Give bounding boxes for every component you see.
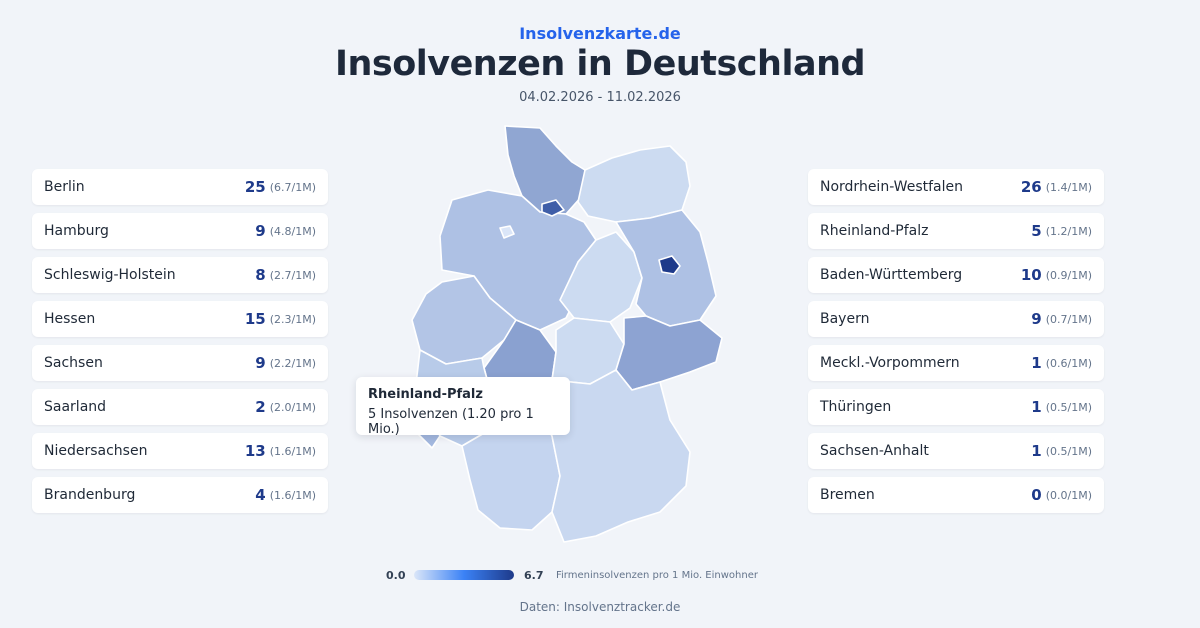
state-row-bayern[interactable]: Bayern 9 (0.7/1M) [808, 301, 1104, 337]
state-row-hessen[interactable]: Hessen 15 (2.3/1M) [32, 301, 328, 337]
state-rate: (2.2/1M) [269, 356, 316, 370]
state-rate: (2.7/1M) [269, 268, 316, 282]
state-row-sachsen[interactable]: Sachsen 9 (2.2/1M) [32, 345, 328, 381]
state-count: 5 [1031, 222, 1042, 240]
state-count: 1 [1031, 398, 1042, 416]
state-count: 2 [255, 398, 266, 416]
map-tooltip: Rheinland-Pfalz 5 Insolvenzen (1.20 pro … [356, 377, 570, 437]
state-name: Bremen [820, 487, 875, 503]
legend-color-scale [414, 570, 514, 580]
state-name: Saarland [44, 399, 107, 415]
state-rate: (1.4/1M) [1045, 180, 1092, 194]
state-name: Baden-Württemberg [820, 267, 963, 283]
state-name: Bayern [820, 311, 870, 327]
page-title: Insolvenzen in Deutschland [334, 44, 866, 84]
state-name: Brandenburg [44, 487, 136, 503]
state-rate: (2.3/1M) [269, 312, 316, 326]
state-row-saarland[interactable]: Saarland 2 (2.0/1M) [32, 389, 328, 425]
state-name: Berlin [44, 179, 85, 195]
state-count: 15 [244, 310, 266, 328]
state-name: Schleswig-Holstein [44, 267, 176, 283]
state-rate: (0.5/1M) [1045, 444, 1092, 458]
state-list-left: Berlin 25 (6.7/1M) Hamburg 9 (4.8/1M) Sc… [32, 169, 328, 521]
state-name: Meckl.-Vorpommern [820, 355, 960, 371]
state-row-thueringen[interactable]: Thüringen 1 (0.5/1M) [808, 389, 1104, 425]
state-row-brandenburg[interactable]: Brandenburg 4 (1.6/1M) [32, 477, 328, 513]
germany-choropleth-map [411, 125, 723, 543]
state-name: Thüringen [820, 399, 892, 415]
state-row-schleswig-holstein[interactable]: Schleswig-Holstein 8 (2.7/1M) [32, 257, 328, 293]
state-count: 0 [1031, 486, 1042, 504]
region-sachsen-anhalt[interactable] [559, 231, 643, 323]
state-count: 9 [255, 354, 266, 372]
state-row-baden-wuerttemberg[interactable]: Baden-Württemberg 10 (0.9/1M) [808, 257, 1104, 293]
state-name: Niedersachsen [44, 443, 148, 459]
state-rate: (0.9/1M) [1045, 268, 1092, 282]
state-count: 13 [244, 442, 266, 460]
tooltip-title: Rheinland-Pfalz [368, 387, 483, 402]
state-row-rheinland-pfalz[interactable]: Rheinland-Pfalz 5 (1.2/1M) [808, 213, 1104, 249]
state-rate: (1.6/1M) [269, 488, 316, 502]
region-bayern[interactable] [535, 369, 691, 543]
state-row-bremen[interactable]: Bremen 0 (0.0/1M) [808, 477, 1104, 513]
data-source[interactable]: Daten: Insolvenztracker.de [519, 600, 681, 614]
state-name: Hessen [44, 311, 96, 327]
state-row-hamburg[interactable]: Hamburg 9 (4.8/1M) [32, 213, 328, 249]
state-rate: (4.8/1M) [269, 224, 316, 238]
state-name: Sachsen-Anhalt [820, 443, 929, 459]
legend-min: 0.0 [386, 569, 406, 582]
state-count: 26 [1020, 178, 1042, 196]
state-rate: (2.0/1M) [269, 400, 316, 414]
state-count: 10 [1020, 266, 1042, 284]
tooltip-body: 5 Insolvenzen (1.20 pro 1 Mio.) [368, 407, 534, 437]
state-row-berlin[interactable]: Berlin 25 (6.7/1M) [32, 169, 328, 205]
state-name: Nordrhein-Westfalen [820, 179, 963, 195]
state-row-sachsen-anhalt[interactable]: Sachsen-Anhalt 1 (0.5/1M) [808, 433, 1104, 469]
state-rate: (0.0/1M) [1045, 488, 1092, 502]
state-count: 1 [1031, 354, 1042, 372]
state-count: 9 [1031, 310, 1042, 328]
state-count: 9 [255, 222, 266, 240]
state-row-niedersachsen[interactable]: Niedersachsen 13 (1.6/1M) [32, 433, 328, 469]
state-count: 25 [244, 178, 266, 196]
date-range: 04.02.2026 - 11.02.2026 [519, 90, 681, 105]
state-name: Hamburg [44, 223, 109, 239]
region-bremen[interactable] [499, 225, 515, 239]
region-schleswig-holstein[interactable] [504, 125, 586, 215]
state-count: 4 [255, 486, 266, 504]
state-rate: (1.2/1M) [1045, 224, 1092, 238]
state-rate: (0.6/1M) [1045, 356, 1092, 370]
state-rate: (0.7/1M) [1045, 312, 1092, 326]
state-count: 8 [255, 266, 266, 284]
region-hamburg[interactable] [541, 199, 565, 217]
legend-max: 6.7 [524, 569, 544, 582]
state-list-right: Nordrhein-Westfalen 26 (1.4/1M) Rheinlan… [808, 169, 1104, 521]
state-name: Sachsen [44, 355, 103, 371]
state-rate: (6.7/1M) [269, 180, 316, 194]
state-name: Rheinland-Pfalz [820, 223, 929, 239]
state-rate: (1.6/1M) [269, 444, 316, 458]
state-count: 1 [1031, 442, 1042, 460]
region-berlin[interactable] [658, 255, 681, 275]
legend-caption: Firmeninsolvenzen pro 1 Mio. Einwohner [556, 570, 758, 581]
state-row-nordrhein-westfalen[interactable]: Nordrhein-Westfalen 26 (1.4/1M) [808, 169, 1104, 205]
state-row-mecklenburg-vorpommern[interactable]: Meckl.-Vorpommern 1 (0.6/1M) [808, 345, 1104, 381]
region-sachsen[interactable] [615, 315, 723, 391]
site-brand[interactable]: Insolvenzkarte.de [519, 24, 681, 43]
state-rate: (0.5/1M) [1045, 400, 1092, 414]
region-mecklenburg-vorpommern[interactable] [577, 145, 691, 223]
